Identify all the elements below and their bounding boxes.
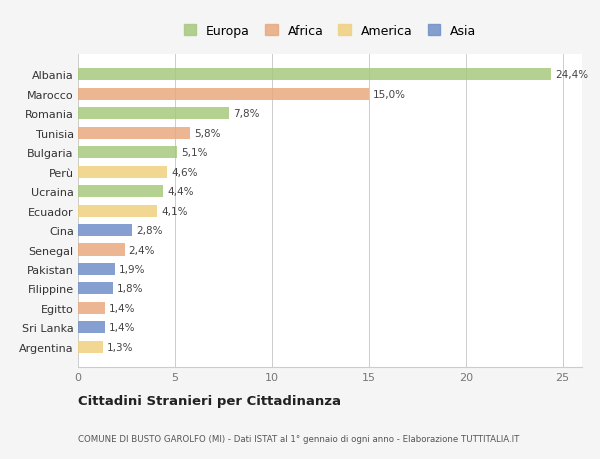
Bar — [78, 128, 190, 140]
Bar — [78, 89, 369, 101]
Text: 2,4%: 2,4% — [128, 245, 155, 255]
Text: 1,3%: 1,3% — [107, 342, 134, 352]
Bar — [78, 322, 105, 334]
Text: 4,6%: 4,6% — [171, 168, 197, 177]
Text: 2,8%: 2,8% — [136, 225, 163, 235]
Text: 1,9%: 1,9% — [119, 264, 145, 274]
Text: Cittadini Stranieri per Cittadinanza: Cittadini Stranieri per Cittadinanza — [78, 394, 341, 407]
Bar — [78, 283, 113, 295]
Text: 4,4%: 4,4% — [167, 187, 194, 197]
Text: 1,4%: 1,4% — [109, 323, 136, 333]
Bar — [78, 244, 125, 256]
Bar — [78, 263, 115, 275]
Text: 1,8%: 1,8% — [117, 284, 143, 294]
Text: 5,1%: 5,1% — [181, 148, 207, 158]
Bar — [78, 341, 103, 353]
Text: 7,8%: 7,8% — [233, 109, 260, 119]
Text: 15,0%: 15,0% — [373, 90, 406, 100]
Bar — [78, 69, 551, 81]
Text: 1,4%: 1,4% — [109, 303, 136, 313]
Bar — [78, 147, 177, 159]
Legend: Europa, Africa, America, Asia: Europa, Africa, America, Asia — [180, 21, 480, 41]
Bar — [78, 108, 229, 120]
Bar — [78, 302, 105, 314]
Bar — [78, 224, 132, 236]
Bar — [78, 186, 163, 198]
Bar — [78, 166, 167, 179]
Text: 24,4%: 24,4% — [555, 70, 588, 80]
Text: COMUNE DI BUSTO GAROLFO (MI) - Dati ISTAT al 1° gennaio di ogni anno - Elaborazi: COMUNE DI BUSTO GAROLFO (MI) - Dati ISTA… — [78, 434, 520, 442]
Text: 4,1%: 4,1% — [161, 206, 188, 216]
Bar — [78, 205, 157, 217]
Text: 5,8%: 5,8% — [194, 129, 221, 139]
